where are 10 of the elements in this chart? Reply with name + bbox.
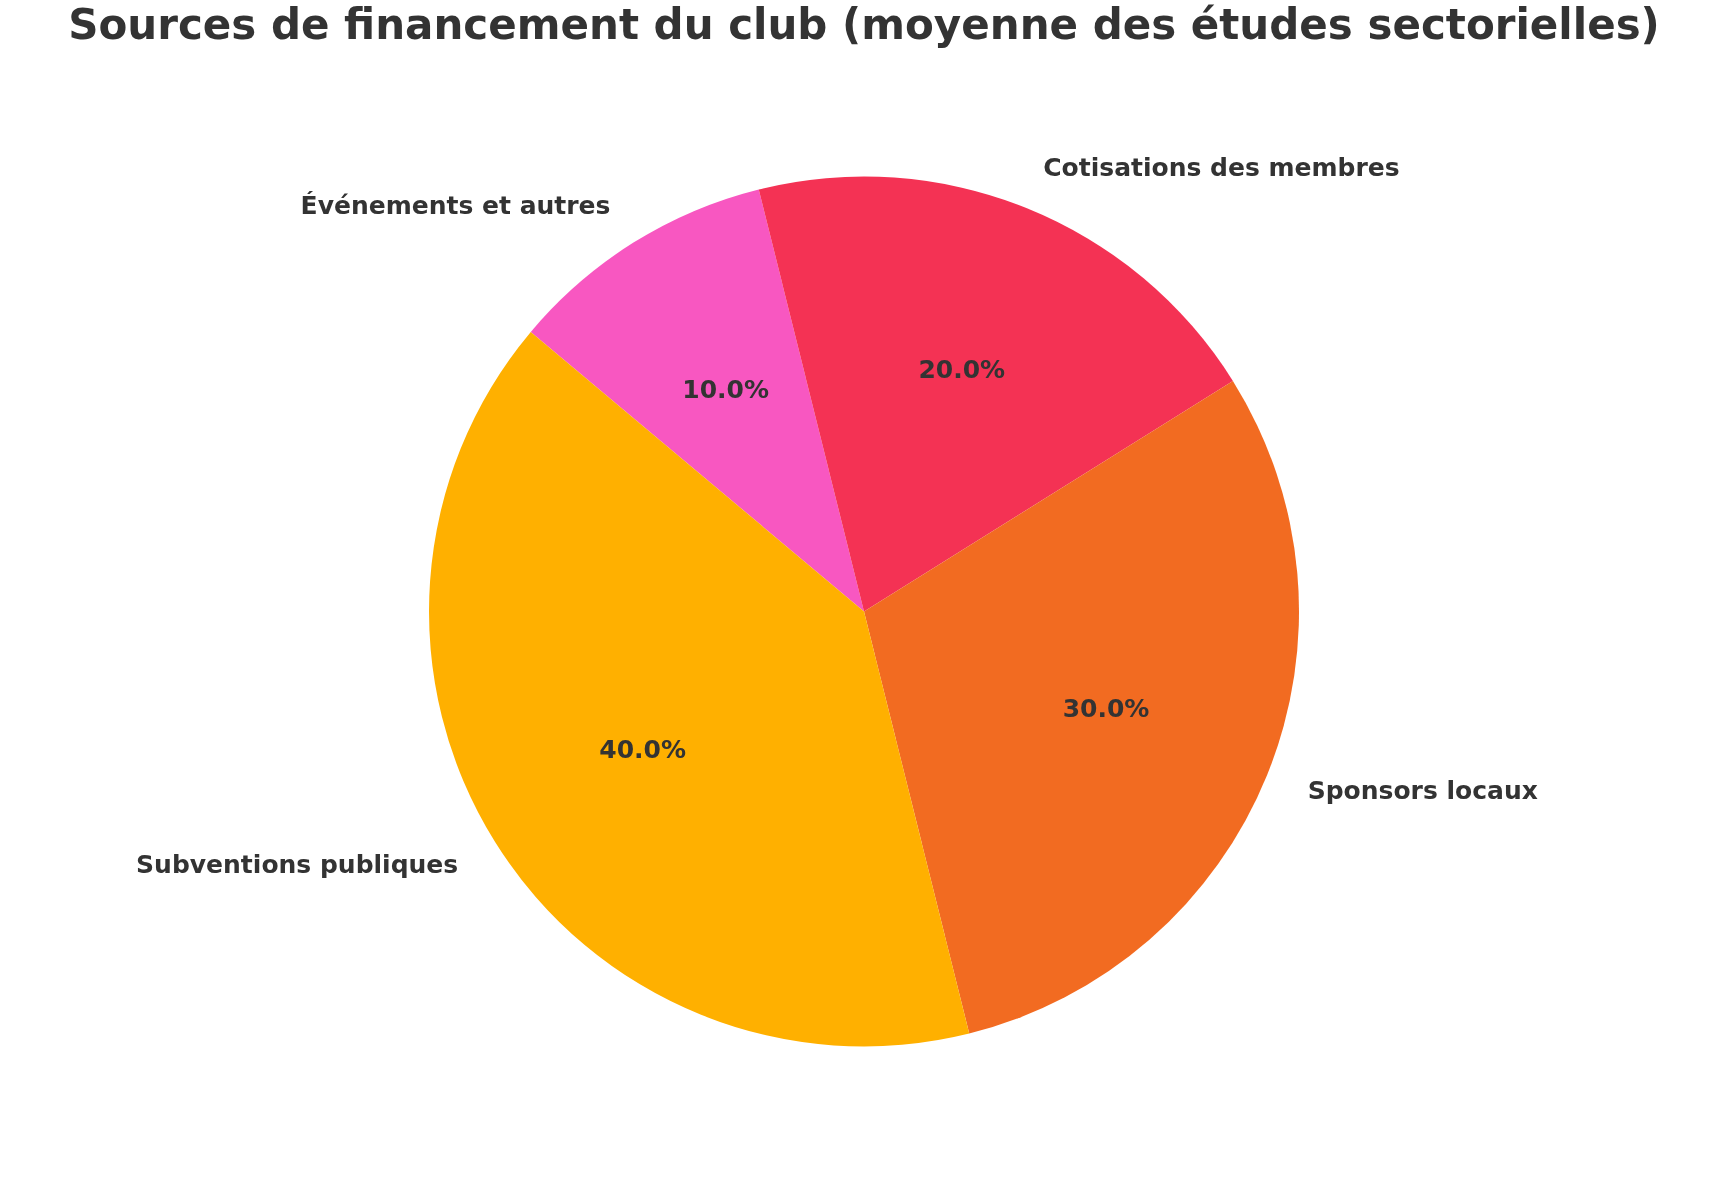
slice-label: Événements et autres [300,190,611,220]
data-label: 10.0% [682,375,770,405]
slice-label: Subventions publiques [136,850,459,880]
data-label: 40.0% [599,734,687,764]
pie-slice [864,380,1299,1034]
slice-label: Sponsors locaux [1307,775,1538,805]
chart-title: Sources de financement du club (moyenne des études sectorielles) [68,0,1660,49]
slice-label: Cotisations des membres [1043,152,1400,182]
data-label: 30.0% [1062,694,1150,724]
data-label: 20.0% [918,354,1006,384]
